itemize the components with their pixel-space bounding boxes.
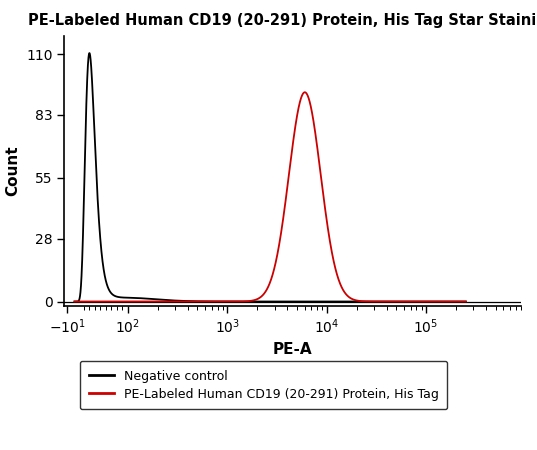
Title: PE-Labeled Human CD19 (20-291) Protein, His Tag Star Staining: PE-Labeled Human CD19 (20-291) Protein, … xyxy=(28,13,537,28)
X-axis label: PE-A: PE-A xyxy=(273,342,313,357)
Legend: Negative control, PE-Labeled Human CD19 (20-291) Protein, His Tag: Negative control, PE-Labeled Human CD19 … xyxy=(80,361,447,410)
Y-axis label: Count: Count xyxy=(5,146,20,196)
